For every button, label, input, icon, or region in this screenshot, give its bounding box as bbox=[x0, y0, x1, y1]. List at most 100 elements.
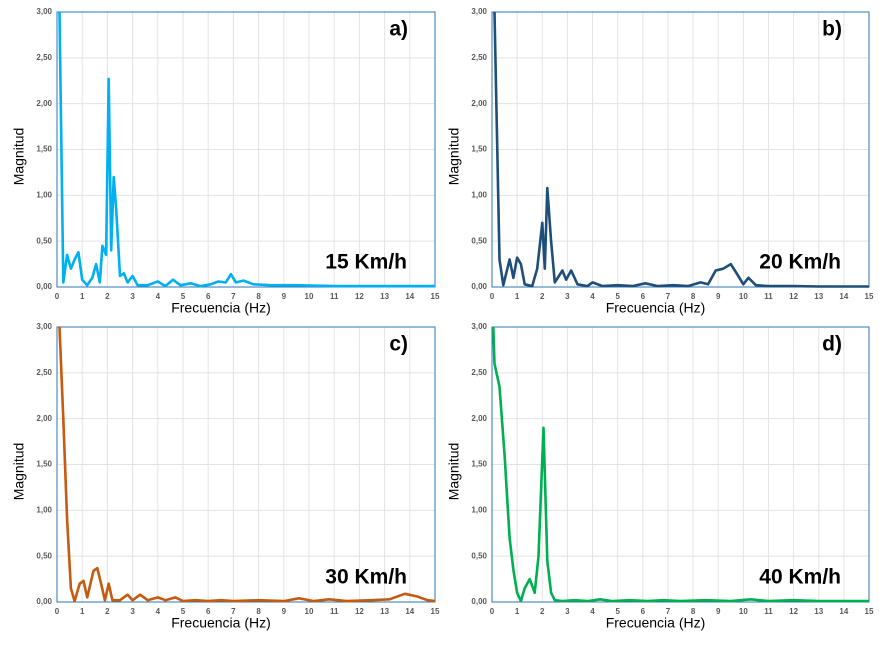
y-tick-label: 1,00 bbox=[36, 190, 52, 199]
y-tick-label: 2,00 bbox=[471, 99, 487, 108]
x-tick-label: 14 bbox=[405, 292, 414, 301]
speed-label: 20 Km/h bbox=[759, 251, 841, 274]
y-axis-label: Magnitud bbox=[11, 128, 27, 186]
y-tick-label: 0,00 bbox=[471, 282, 487, 291]
x-tick-label: 10 bbox=[305, 292, 314, 301]
x-tick-label: 6 bbox=[641, 607, 646, 616]
x-tick-label: 7 bbox=[231, 607, 236, 616]
x-tick-label: 6 bbox=[206, 292, 211, 301]
x-tick-label: 12 bbox=[789, 292, 798, 301]
x-tick-label: 1 bbox=[80, 292, 85, 301]
y-tick-label: 2,50 bbox=[471, 368, 487, 377]
y-tick-label: 0,50 bbox=[36, 551, 52, 560]
x-tick-label: 13 bbox=[814, 292, 823, 301]
x-tick-label: 9 bbox=[716, 607, 721, 616]
x-tick-label: 0 bbox=[55, 292, 60, 301]
x-tick-label: 11 bbox=[330, 607, 339, 616]
x-tick-label: 1 bbox=[515, 292, 520, 301]
y-tick-label: 1,50 bbox=[471, 145, 487, 154]
x-tick-label: 4 bbox=[590, 292, 595, 301]
x-tick-label: 11 bbox=[764, 607, 773, 616]
plot-border bbox=[491, 11, 870, 288]
x-tick-label: 10 bbox=[739, 607, 748, 616]
panel-label: a) bbox=[389, 18, 408, 41]
y-axis-label: Magnitud bbox=[446, 443, 462, 501]
x-tick-label: 7 bbox=[666, 607, 671, 616]
x-axis-label: Frecuencia (Hz) bbox=[171, 300, 271, 316]
panel-label: c) bbox=[389, 333, 408, 356]
y-tick-label: 3,00 bbox=[36, 7, 52, 16]
x-tick-label: 4 bbox=[156, 292, 161, 301]
x-tick-label: 8 bbox=[691, 607, 696, 616]
y-tick-label: 1,50 bbox=[36, 460, 52, 469]
x-tick-label: 1 bbox=[515, 607, 520, 616]
y-tick-label: 2,50 bbox=[36, 53, 52, 62]
x-tick-label: 14 bbox=[839, 292, 848, 301]
x-tick-label: 15 bbox=[865, 607, 874, 616]
x-tick-label: 11 bbox=[764, 292, 773, 301]
y-tick-label: 1,50 bbox=[36, 145, 52, 154]
x-tick-label: 3 bbox=[565, 292, 570, 301]
x-tick-label: 12 bbox=[355, 292, 364, 301]
x-tick-label: 13 bbox=[380, 607, 389, 616]
y-tick-label: 3,00 bbox=[471, 7, 487, 16]
y-tick-label: 1,50 bbox=[471, 460, 487, 469]
y-tick-label: 2,50 bbox=[36, 368, 52, 377]
data-line bbox=[58, 11, 435, 288]
x-tick-label: 3 bbox=[130, 292, 135, 301]
x-tick-label: 7 bbox=[231, 292, 236, 301]
x-tick-label: 11 bbox=[330, 292, 339, 301]
y-tick-label: 1,00 bbox=[471, 505, 487, 514]
x-axis-label: Frecuencia (Hz) bbox=[606, 300, 706, 316]
plot-border bbox=[56, 326, 436, 603]
x-tick-label: 4 bbox=[590, 607, 595, 616]
x-tick-label: 7 bbox=[666, 292, 671, 301]
x-tick-label: 9 bbox=[282, 607, 287, 616]
data-line bbox=[58, 326, 436, 603]
x-tick-label: 12 bbox=[789, 607, 798, 616]
x-tick-label: 2 bbox=[540, 292, 545, 301]
y-tick-label: 3,00 bbox=[471, 322, 487, 331]
panel-label: b) bbox=[822, 18, 842, 41]
plot-border bbox=[56, 11, 436, 288]
x-tick-label: 9 bbox=[716, 292, 721, 301]
x-tick-label: 5 bbox=[181, 292, 186, 301]
x-tick-label: 14 bbox=[405, 607, 414, 616]
x-tick-label: 15 bbox=[431, 607, 440, 616]
x-tick-label: 8 bbox=[691, 292, 696, 301]
x-tick-label: 4 bbox=[156, 607, 161, 616]
speed-label: 15 Km/h bbox=[325, 251, 407, 274]
data-line bbox=[492, 326, 869, 603]
x-tick-label: 15 bbox=[431, 292, 440, 301]
x-tick-label: 10 bbox=[305, 607, 314, 616]
x-tick-label: 13 bbox=[380, 292, 389, 301]
y-tick-label: 0,00 bbox=[471, 597, 487, 606]
x-tick-label: 3 bbox=[130, 607, 135, 616]
speed-label: 40 Km/h bbox=[759, 566, 841, 589]
y-tick-label: 0,00 bbox=[36, 282, 52, 291]
y-tick-label: 1,00 bbox=[36, 505, 52, 514]
y-tick-label: 0,50 bbox=[471, 551, 487, 560]
y-axis-label: Magnitud bbox=[446, 128, 462, 186]
x-tick-label: 13 bbox=[814, 607, 823, 616]
x-tick-label: 5 bbox=[615, 607, 620, 616]
y-axis-label: Magnitud bbox=[11, 443, 27, 501]
x-tick-label: 14 bbox=[839, 607, 848, 616]
x-axis-label: Frecuencia (Hz) bbox=[606, 615, 706, 631]
x-tick-label: 3 bbox=[565, 607, 570, 616]
x-tick-label: 9 bbox=[282, 292, 287, 301]
y-tick-label: 2,00 bbox=[36, 414, 52, 423]
x-tick-label: 8 bbox=[256, 292, 261, 301]
panel-label: d) bbox=[822, 333, 842, 356]
x-tick-label: 2 bbox=[540, 607, 545, 616]
x-tick-label: 1 bbox=[80, 607, 85, 616]
y-tick-label: 0,50 bbox=[471, 236, 487, 245]
y-tick-label: 3,00 bbox=[36, 322, 52, 331]
x-tick-label: 10 bbox=[739, 292, 748, 301]
y-tick-label: 2,50 bbox=[471, 53, 487, 62]
y-tick-label: 2,00 bbox=[471, 414, 487, 423]
x-tick-label: 5 bbox=[615, 292, 620, 301]
x-tick-label: 8 bbox=[256, 607, 261, 616]
y-tick-label: 2,00 bbox=[36, 99, 52, 108]
y-tick-label: 1,00 bbox=[471, 190, 487, 199]
